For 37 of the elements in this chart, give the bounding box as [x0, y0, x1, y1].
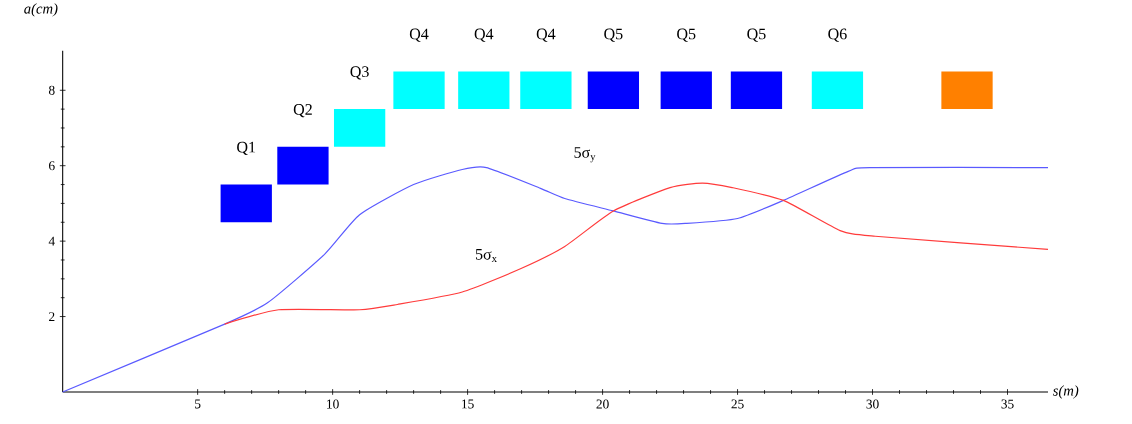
data-label: Q4 — [409, 28, 429, 42]
bar — [393, 71, 445, 110]
bar — [333, 109, 386, 147]
bar — [660, 71, 712, 110]
x-tick-label: 10 — [327, 399, 339, 409]
bar — [811, 71, 864, 110]
data-label: Q1 — [237, 141, 256, 155]
bar — [458, 71, 510, 110]
bar — [730, 71, 783, 110]
x-tick-label: 5 — [195, 399, 201, 409]
y-tick-label: 2 — [49, 312, 55, 321]
x-tick-label: 25 — [731, 399, 744, 409]
bar — [587, 71, 640, 110]
data-label: Q3 — [350, 66, 369, 80]
x-tick-label: 30 — [866, 399, 879, 409]
bar — [277, 146, 329, 185]
x-tick-label: 20 — [596, 399, 609, 409]
bar — [520, 71, 572, 110]
line-series — [224, 182, 1049, 325]
data-label: Q5 — [677, 28, 696, 42]
data-label: Q4 — [474, 28, 494, 42]
y-axis-title: a(cm) — [24, 3, 58, 17]
annotation: 5σ$_{x}$ — [475, 249, 497, 262]
data-label: Q5 — [747, 28, 766, 42]
annotation: 5σ$_{y}$ — [574, 147, 596, 163]
data-label: Q5 — [604, 28, 623, 42]
y-tick-label: 4 — [48, 236, 55, 246]
data-label: Q2 — [293, 104, 312, 118]
bar — [220, 184, 272, 223]
y-tick-label: 8 — [48, 85, 55, 95]
bar — [941, 71, 993, 110]
x-tick-label: 15 — [462, 399, 474, 409]
x-axis-title: s(m) — [1052, 385, 1079, 399]
data-label: Q6 — [828, 28, 847, 42]
y-tick-label: 6 — [49, 161, 55, 171]
x-tick-label: 35 — [1001, 399, 1014, 409]
data-label: Q4 — [536, 28, 556, 42]
